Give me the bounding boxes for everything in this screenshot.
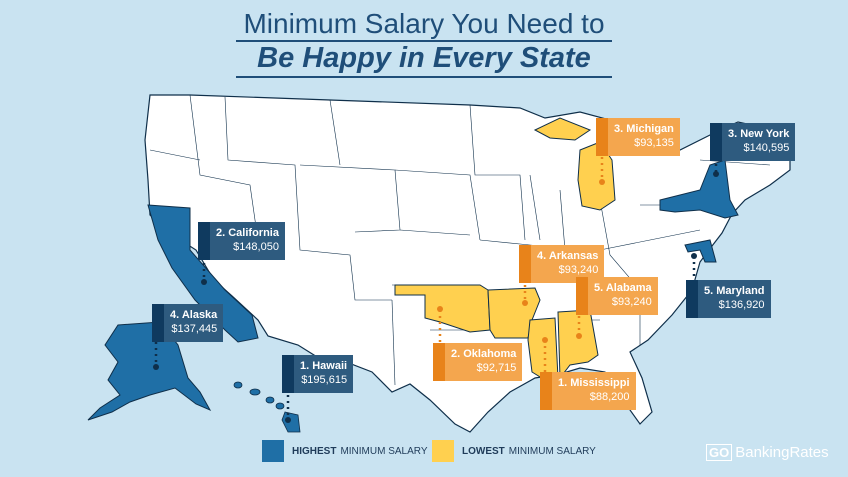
legend-lowest: LOWEST MINIMUM SALARY: [432, 440, 596, 462]
callout-arkansas: 4. Arkansas $93,240: [519, 245, 605, 283]
legend-swatch-highest: [262, 440, 284, 462]
callout-michigan: 3. Michigan $93,135: [596, 118, 680, 156]
title-line-2: Be Happy in Every State: [257, 42, 591, 74]
state-hawaii: [233, 381, 301, 433]
callout-new-york: 3. New York $140,595: [710, 123, 796, 161]
us-land: [144, 94, 791, 433]
state-mississippi: [527, 317, 559, 381]
title-line-1: Minimum Salary You Need to: [243, 8, 605, 39]
state-alaska: [87, 321, 212, 421]
brand-logo: GO BankingRates: [706, 444, 829, 461]
callout-oklahoma: 2. Oklahoma $92,715: [433, 343, 523, 381]
title-underline-top: [236, 40, 612, 42]
callout-maryland: 5. Maryland $136,920: [686, 280, 771, 318]
callout-california: 2. California $148,050: [198, 222, 285, 260]
state-maryland: [684, 239, 717, 263]
leader-dots: [153, 171, 719, 423]
legend-highest: HIGHEST MINIMUM SALARY: [262, 440, 428, 462]
title-underline-bottom: [236, 76, 612, 78]
legend-swatch-lowest: [432, 440, 454, 462]
callout-hawaii: 1. Hawaii $195,615: [282, 355, 354, 393]
callout-alabama: 5. Alabama $93,240: [576, 277, 658, 315]
callout-alaska: 4. Alaska $137,445: [152, 304, 224, 342]
callout-mississippi: 1. Mississippi $88,200: [540, 372, 636, 410]
state-california: [147, 204, 259, 343]
